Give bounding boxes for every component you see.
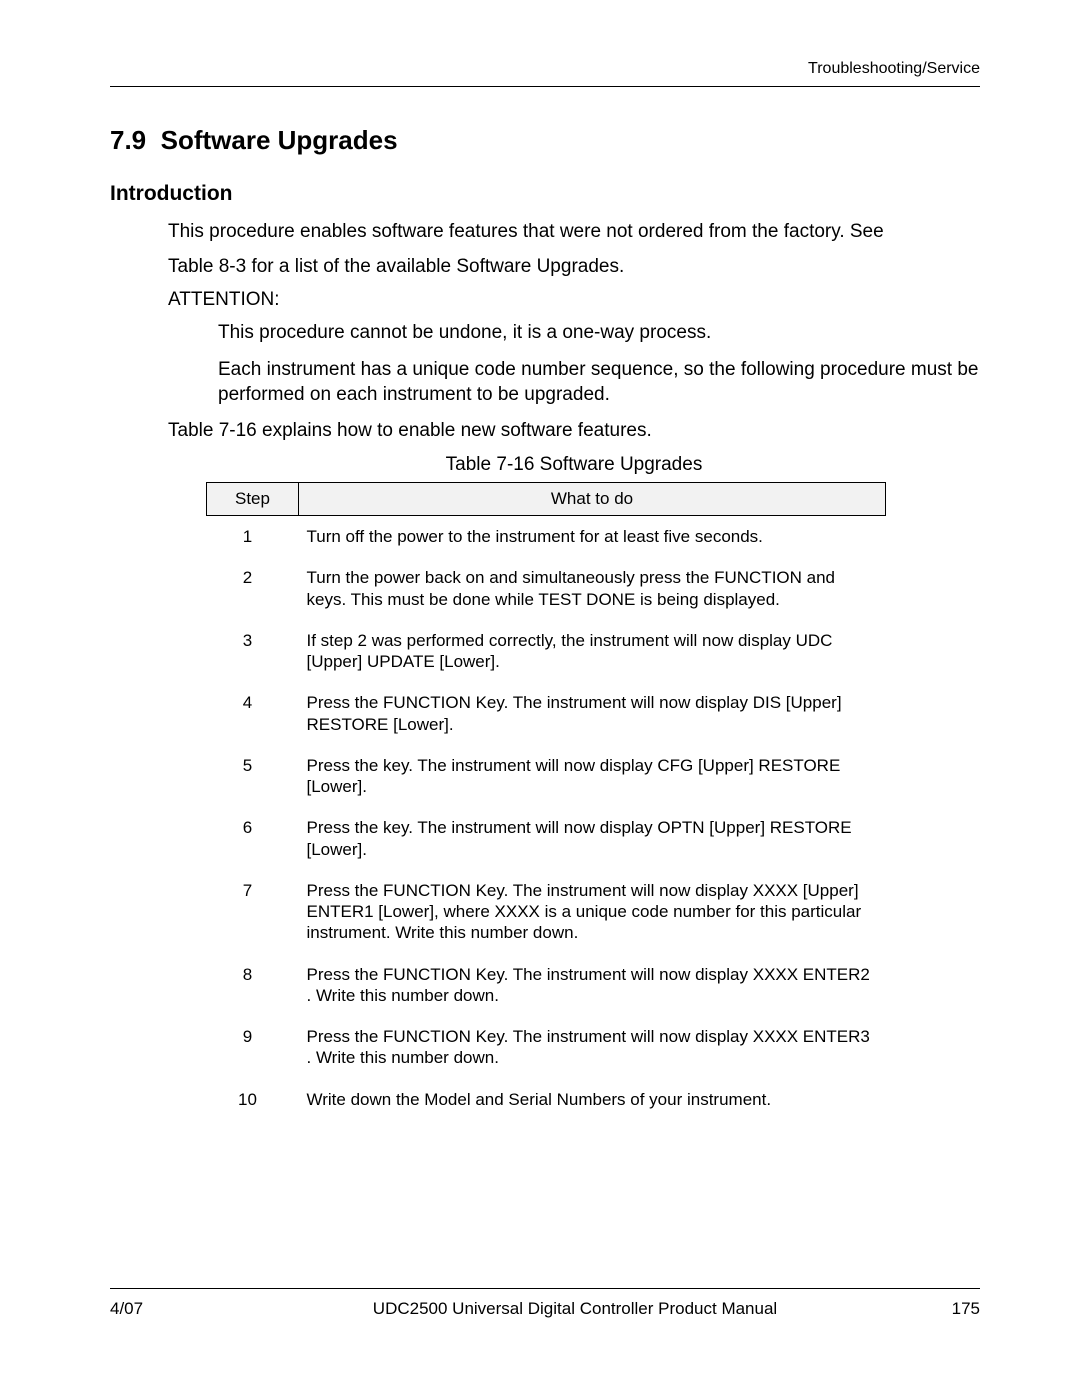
- table-caption: Table 7-16 Software Upgrades: [168, 454, 980, 476]
- table-row: 2 Turn the power back on and simultaneou…: [207, 557, 886, 620]
- cell-what: Write down the Model and Serial Numbers …: [299, 1079, 886, 1120]
- col-what: What to do: [299, 483, 886, 516]
- steps-table: Step What to do 1 Turn off the power to …: [206, 482, 886, 1120]
- attention-item: Each instrument has a unique code number…: [218, 358, 980, 407]
- table-row: 7 Press the FUNCTION Key. The instrument…: [207, 870, 886, 954]
- cell-what: Press the FUNCTION Key. The instrument w…: [299, 954, 886, 1017]
- intro-p3: Table 7-16 explains how to enable new so…: [168, 419, 980, 444]
- footer-rule: [110, 1288, 980, 1289]
- header-section: Troubleshooting/Service: [110, 60, 980, 78]
- table-row: 9 Press the FUNCTION Key. The instrument…: [207, 1016, 886, 1079]
- intro-heading: Introduction: [110, 182, 980, 206]
- table-header-row: Step What to do: [207, 483, 886, 516]
- table-row: 6 Press the key. The instrument will now…: [207, 807, 886, 870]
- cell-what: Press the key. The instrument will now d…: [299, 745, 886, 808]
- cell-step: 9: [207, 1016, 299, 1079]
- cell-what: Press the FUNCTION Key. The instrument w…: [299, 870, 886, 954]
- cell-step: 7: [207, 870, 299, 954]
- intro-p1: This procedure enables software features…: [168, 220, 980, 245]
- cell-what: Press the key. The instrument will now d…: [299, 807, 886, 870]
- section-title: Software Upgrades: [161, 125, 398, 155]
- col-step: Step: [207, 483, 299, 516]
- table-row: 8 Press the FUNCTION Key. The instrument…: [207, 954, 886, 1017]
- attention-items: This procedure cannot be undone, it is a…: [168, 321, 980, 407]
- cell-step: 8: [207, 954, 299, 1017]
- table-row: 1 Turn off the power to the instrument f…: [207, 516, 886, 558]
- cell-step: 2: [207, 557, 299, 620]
- cell-step: 5: [207, 745, 299, 808]
- footer-date: 4/07: [110, 1299, 260, 1319]
- attention-label: ATTENTION:: [168, 289, 980, 311]
- footer-title: UDC2500 Universal Digital Controller Pro…: [260, 1299, 890, 1319]
- cell-what: Turn the power back on and simultaneousl…: [299, 557, 886, 620]
- cell-what: If step 2 was performed correctly, the i…: [299, 620, 886, 683]
- cell-step: 6: [207, 807, 299, 870]
- cell-what: Turn off the power to the instrument for…: [299, 516, 886, 558]
- cell-step: 4: [207, 682, 299, 745]
- table-row: 5 Press the key. The instrument will now…: [207, 745, 886, 808]
- cell-what: Press the FUNCTION Key. The instrument w…: [299, 1016, 886, 1079]
- cell-what: Press the FUNCTION Key. The instrument w…: [299, 682, 886, 745]
- attention-item: This procedure cannot be undone, it is a…: [218, 321, 980, 346]
- section-number: 7.9: [110, 125, 146, 155]
- header-rule: [110, 86, 980, 87]
- intro-p2: Table 8-3 for a list of the available So…: [168, 255, 980, 280]
- intro-body: This procedure enables software features…: [110, 220, 980, 1120]
- page-content: Troubleshooting/Service 7.9 Software Upg…: [0, 0, 1080, 1120]
- section-heading: 7.9 Software Upgrades: [110, 125, 980, 156]
- cell-step: 3: [207, 620, 299, 683]
- cell-step: 1: [207, 516, 299, 558]
- footer-row: 4/07 UDC2500 Universal Digital Controlle…: [110, 1299, 980, 1319]
- table-row: 4 Press the FUNCTION Key. The instrument…: [207, 682, 886, 745]
- table-row: 10 Write down the Model and Serial Numbe…: [207, 1079, 886, 1120]
- page-footer: 4/07 UDC2500 Universal Digital Controlle…: [110, 1288, 980, 1319]
- cell-step: 10: [207, 1079, 299, 1120]
- table-row: 3 If step 2 was performed correctly, the…: [207, 620, 886, 683]
- footer-page-number: 175: [890, 1299, 980, 1319]
